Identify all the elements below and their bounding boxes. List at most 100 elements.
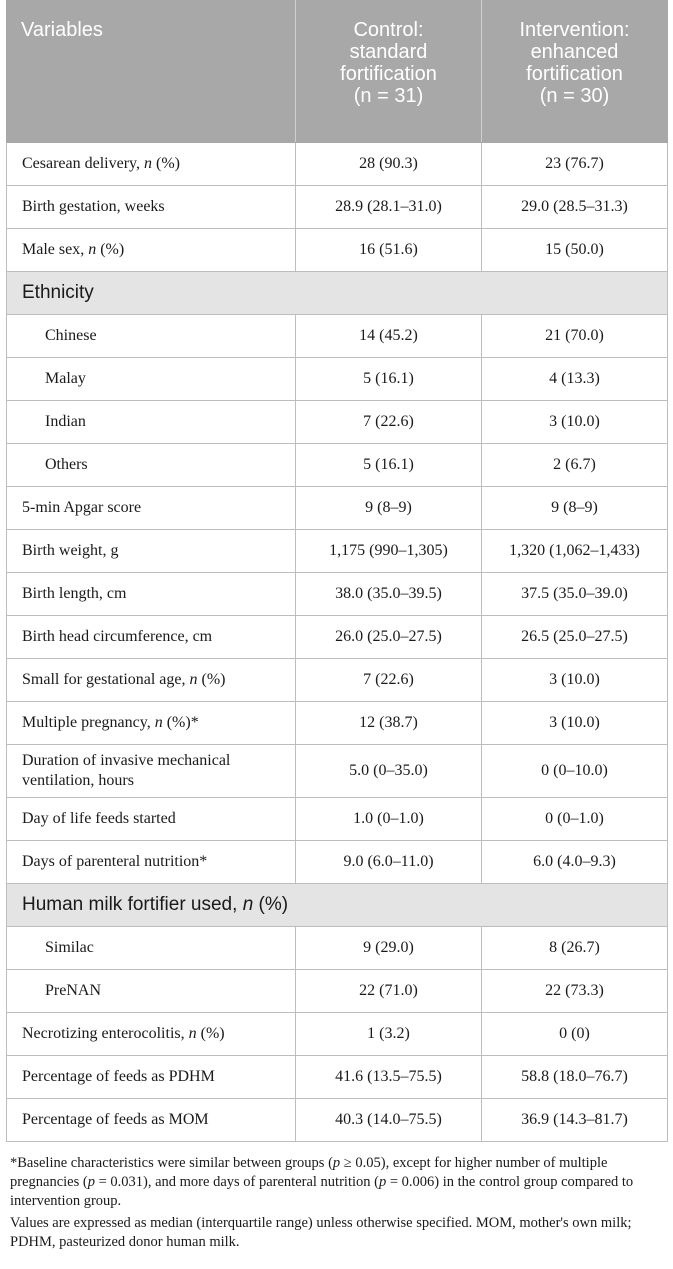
header-intervention-line3: fortification (526, 63, 623, 85)
row-label: Duration of invasive mechanical ventilati… (6, 744, 296, 798)
intervention-value: 2 (6.7) (481, 443, 668, 487)
table-row: Others 5 (16.1) 2 (6.7) (6, 443, 668, 487)
control-value: 26.0 (25.0–27.5) (295, 615, 482, 659)
control-value: 28.9 (28.1–31.0) (295, 185, 482, 229)
table-row: Days of parenteral nutrition* 9.0 (6.0–1… (6, 840, 668, 884)
table-row: Birth head circumference, cm 26.0 (25.0–… (6, 615, 668, 659)
control-value: 12 (38.7) (295, 701, 482, 745)
intervention-value: 58.8 (18.0–76.7) (481, 1055, 668, 1099)
intervention-value: 0 (0–1.0) (481, 797, 668, 841)
intervention-value: 21 (70.0) (481, 314, 668, 358)
intervention-value: 15 (50.0) (481, 228, 668, 272)
row-label: Necrotizing enterocolitis, n (%) (6, 1012, 296, 1056)
label-line2: ventilation, hours (22, 772, 134, 789)
label-italic: n (154, 714, 163, 731)
footnote-1: *Baseline characteristics were similar b… (10, 1154, 661, 1211)
header-control-line3: fortification (340, 63, 437, 85)
row-label: Similac (6, 926, 296, 970)
section-italic: n (242, 894, 254, 915)
row-label: Days of parenteral nutrition* (6, 840, 296, 884)
control-value: 9.0 (6.0–11.0) (295, 840, 482, 884)
row-label: Chinese (6, 314, 296, 358)
table-row: Chinese 14 (45.2) 21 (70.0) (6, 314, 668, 358)
baseline-characteristics-table: Variables Control: standard fortificatio… (6, 0, 668, 1142)
intervention-value: 29.0 (28.5–31.3) (481, 185, 668, 229)
intervention-value: 4 (13.3) (481, 357, 668, 401)
label-line1: Duration of invasive mechanical (22, 752, 231, 769)
row-label: Multiple pregnancy, n (%)* (6, 701, 296, 745)
intervention-value: 6.0 (4.0–9.3) (481, 840, 668, 884)
section-heading: Human milk fortifier used, n (%) (6, 883, 668, 927)
header-control: Control: standard fortification (n = 31) (295, 0, 482, 143)
table-row: Similac 9 (29.0) 8 (26.7) (6, 926, 668, 970)
intervention-value: 37.5 (35.0–39.0) (481, 572, 668, 616)
row-label: 5-min Apgar score (6, 486, 296, 530)
section-row-fortifier: Human milk fortifier used, n (%) (6, 883, 668, 927)
table-footnotes: *Baseline characteristics were similar b… (6, 1154, 667, 1252)
row-label: Cesarean delivery, n (%) (6, 142, 296, 186)
label-italic: n (188, 1025, 197, 1042)
label-italic: n (189, 671, 198, 688)
footnote-text: *Baseline characteristics were similar b… (10, 1155, 333, 1171)
intervention-value: 0 (0–10.0) (481, 744, 668, 798)
intervention-value: 22 (73.3) (481, 969, 668, 1013)
control-value: 38.0 (35.0–39.5) (295, 572, 482, 616)
table-row: Cesarean delivery, n (%) 28 (90.3) 23 (7… (6, 142, 668, 186)
table-header-row: Variables Control: standard fortificatio… (6, 0, 668, 143)
header-intervention-line2: enhanced (530, 41, 619, 63)
label-tail: (%) (152, 155, 180, 172)
control-value: 1 (3.2) (295, 1012, 482, 1056)
intervention-value: 9 (8–9) (481, 486, 668, 530)
control-value: 9 (29.0) (295, 926, 482, 970)
table-row: 5-min Apgar score 9 (8–9) 9 (8–9) (6, 486, 668, 530)
row-label: Small for gestational age, n (%) (6, 658, 296, 702)
intervention-value: 0 (0) (481, 1012, 668, 1056)
header-intervention-n: (n = 30) (539, 85, 610, 107)
row-label: Birth head circumference, cm (6, 615, 296, 659)
table-row: Percentage of feeds as PDHM 41.6 (13.5–7… (6, 1055, 668, 1099)
row-label: Percentage of feeds as MOM (6, 1098, 296, 1142)
label-italic: n (88, 241, 97, 258)
table-row: Small for gestational age, n (%) 7 (22.6… (6, 658, 668, 702)
footnote-2: Values are expressed as median (interqua… (10, 1215, 632, 1250)
table-row: Day of life feeds started 1.0 (0–1.0) 0 … (6, 797, 668, 841)
footnote-italic: p (332, 1155, 341, 1171)
row-label: Birth gestation, weeks (6, 185, 296, 229)
header-control-n: (n = 31) (353, 85, 424, 107)
intervention-value: 8 (26.7) (481, 926, 668, 970)
control-value: 5 (16.1) (295, 443, 482, 487)
footnote-italic: p (378, 1174, 387, 1190)
header-variables: Variables (6, 0, 296, 143)
label-italic: n (144, 155, 153, 172)
section-heading: Ethnicity (6, 271, 668, 315)
control-value: 7 (22.6) (295, 400, 482, 444)
control-value: 1.0 (0–1.0) (295, 797, 482, 841)
label-tail: (%) (197, 671, 226, 688)
intervention-value: 3 (10.0) (481, 658, 668, 702)
table-row: PreNAN 22 (71.0) 22 (73.3) (6, 969, 668, 1013)
row-label: Others (6, 443, 296, 487)
control-value: 41.6 (13.5–75.5) (295, 1055, 482, 1099)
section-row-ethnicity: Ethnicity (6, 271, 668, 315)
control-value: 5 (16.1) (295, 357, 482, 401)
control-value: 22 (71.0) (295, 969, 482, 1013)
label-text: Multiple pregnancy, (22, 714, 155, 731)
footnote-text: = 0.031), and more days of parenteral nu… (94, 1174, 379, 1190)
row-label: Male sex, n (%) (6, 228, 296, 272)
row-label: Day of life feeds started (6, 797, 296, 841)
row-label: Indian (6, 400, 296, 444)
intervention-value: 36.9 (14.3–81.7) (481, 1098, 668, 1142)
section-text: Human milk fortifier used, (22, 894, 243, 915)
label-tail: (%) (96, 241, 125, 258)
table-row: Birth length, cm 38.0 (35.0–39.5) 37.5 (… (6, 572, 668, 616)
intervention-value: 3 (10.0) (481, 400, 668, 444)
label-text: Necrotizing enterocolitis, (22, 1025, 189, 1042)
table-row: Male sex, n (%) 16 (51.6) 15 (50.0) (6, 228, 668, 272)
control-value: 28 (90.3) (295, 142, 482, 186)
row-label: PreNAN (6, 969, 296, 1013)
intervention-value: 1,320 (1,062–1,433) (481, 529, 668, 573)
header-intervention: Intervention: enhanced fortification (n … (481, 0, 668, 143)
control-value: 7 (22.6) (295, 658, 482, 702)
label-text: Male sex, (22, 241, 89, 258)
table-row: Multiple pregnancy, n (%)* 12 (38.7) 3 (… (6, 701, 668, 745)
